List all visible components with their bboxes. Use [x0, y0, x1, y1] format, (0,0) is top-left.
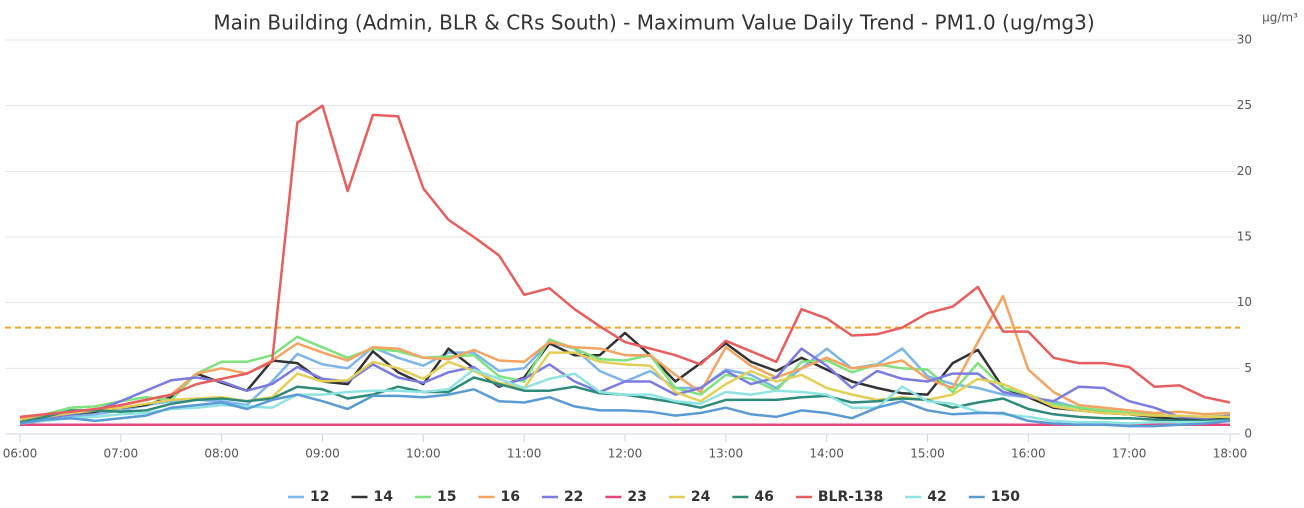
legend-item: 22: [541, 489, 583, 505]
chart-title: Main Building (Admin, BLR & CRs South) -…: [213, 11, 1094, 35]
x-tick-label: 08:00: [204, 447, 239, 461]
y-tick-label: 10: [1237, 295, 1252, 309]
legend-label: 23: [627, 489, 646, 505]
legend-item: 16: [478, 489, 520, 505]
legend-label: BLR-138: [818, 489, 883, 505]
x-tick-label: 06:00: [3, 447, 38, 461]
y-tick-label: 5: [1244, 361, 1252, 375]
x-tick-label: 10:00: [406, 447, 441, 461]
legend-label: 14: [373, 489, 393, 505]
series-line: [19, 294, 1231, 420]
legend-item: 150: [968, 489, 1020, 505]
x-tick-label: 16:00: [1011, 447, 1046, 461]
legend-item: 46: [732, 489, 774, 505]
legend: 12 14 15 16 22 23 24 46 BLR-138 42 150: [288, 489, 1020, 505]
y-tick-label: 15: [1237, 230, 1252, 244]
legend-label: 12: [310, 489, 329, 505]
x-tick-label: 13:00: [709, 447, 744, 461]
x-tick-label: 12:00: [608, 447, 643, 461]
y-tick-label: 20: [1237, 164, 1252, 178]
legend-item: 24: [668, 489, 711, 505]
x-tick-label: 11:00: [507, 447, 542, 461]
legend-label: 46: [754, 489, 773, 505]
legend-label: 24: [691, 489, 711, 505]
legend-item: BLR-138: [795, 489, 883, 505]
x-tick-label: 07:00: [104, 447, 139, 461]
legend-item: 12: [288, 489, 329, 505]
legend-label: 150: [991, 489, 1020, 505]
x-tick-label: 14:00: [809, 447, 844, 461]
x-tick-label: 18:00: [1213, 447, 1248, 461]
legend-label: 16: [500, 489, 519, 505]
series-line: [19, 351, 1230, 423]
legend-label: 15: [437, 489, 456, 505]
legend-label: 22: [564, 489, 583, 505]
y-tick-label: 30: [1237, 33, 1252, 47]
series-line: [19, 347, 1231, 424]
legend-item: 15: [414, 489, 456, 505]
legend-item: 23: [605, 489, 647, 505]
legend-label: 42: [927, 489, 946, 505]
y-tick-label: 25: [1237, 98, 1252, 112]
y-tick-label: 0: [1244, 427, 1252, 441]
series-line: [19, 368, 1231, 425]
y-unit: µg/m³: [1262, 11, 1298, 25]
legend-item: 14: [351, 489, 393, 505]
legend-item: 42: [905, 489, 947, 505]
x-tick-label: 09:00: [305, 447, 340, 461]
series-line: [19, 388, 1231, 428]
x-tick-label: 15:00: [910, 447, 945, 461]
x-tick-label: 17:00: [1112, 447, 1147, 461]
series-line: [19, 104, 1231, 419]
